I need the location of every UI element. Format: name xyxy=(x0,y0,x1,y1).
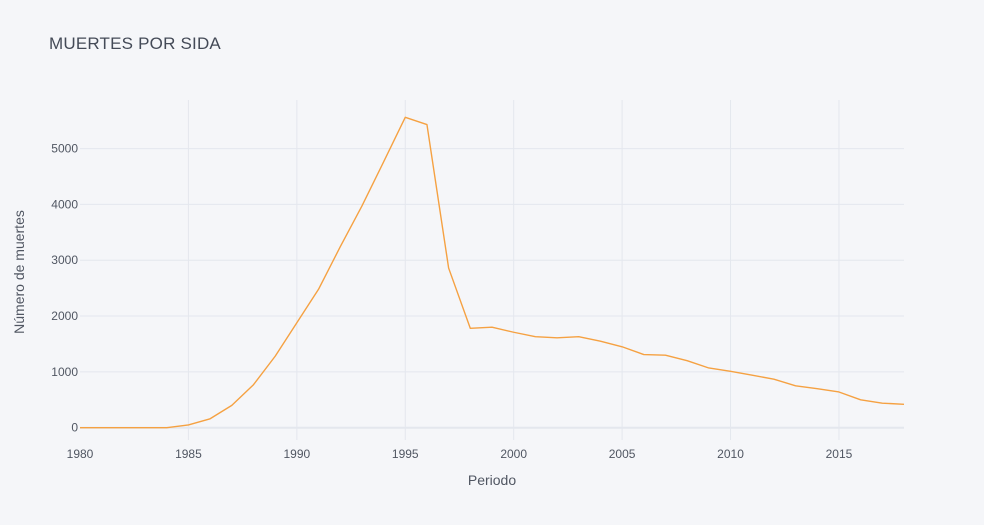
y-axis-title: Número de muertes xyxy=(11,210,27,334)
series-layer xyxy=(80,116,905,429)
y-tick-label: 5000 xyxy=(51,142,78,156)
y-tick-label: 1000 xyxy=(51,365,78,379)
x-tick-label: 1995 xyxy=(392,447,419,461)
x-axis-title: Periodo xyxy=(468,472,516,488)
x-tick-label: 1985 xyxy=(175,447,202,461)
x-tick-label: 2000 xyxy=(500,447,527,461)
x-tick-label: 2015 xyxy=(826,447,853,461)
y-tick-label: 0 xyxy=(71,421,78,435)
y-tick-label: 4000 xyxy=(51,197,78,211)
x-tick-label: 2005 xyxy=(609,447,636,461)
x-tick-label: 1980 xyxy=(67,447,94,461)
chart-title: MUERTES POR SIDA xyxy=(49,34,221,53)
y-tick-label: 2000 xyxy=(51,309,78,323)
y-tick-label: 3000 xyxy=(51,253,78,267)
grid xyxy=(80,100,904,440)
x-tick-label: 2010 xyxy=(717,447,744,461)
tick-labels: 1980 1985 1990 1995 2000 2005 2010 2015 0 1000 200… xyxy=(51,142,852,461)
x-tick-label: 1990 xyxy=(283,447,310,461)
series-line xyxy=(80,116,905,429)
